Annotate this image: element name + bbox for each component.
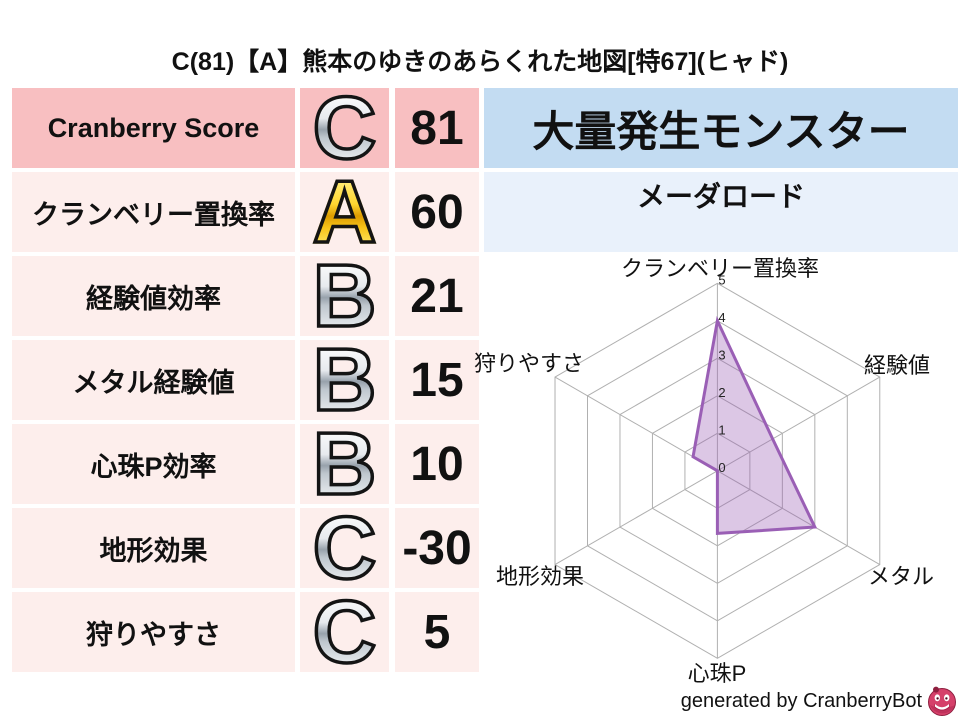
table-row: 心珠P効率 B 10 xyxy=(12,414,479,513)
row-value: 81 xyxy=(395,88,479,168)
score-table: Cranberry Score C 81 クランベリー置換率 A 60 経験値効… xyxy=(12,78,479,681)
tick-label: 2 xyxy=(718,385,725,400)
category-label: メタル xyxy=(868,564,934,589)
footer-credit: generated by CranberryBot xyxy=(681,684,958,718)
grade-letter: B xyxy=(311,414,378,513)
grade-badge-icon: C xyxy=(300,498,389,597)
grade-letter: C xyxy=(311,498,378,597)
row-value: 10 xyxy=(395,424,479,504)
table-row: メタル経験値 B 15 xyxy=(12,330,479,429)
category-label: クランベリー置換率 xyxy=(621,256,819,281)
cranberry-bot-icon xyxy=(928,686,956,716)
row-value: 5 xyxy=(395,592,479,672)
row-label: クランベリー置換率 xyxy=(12,172,295,252)
table-row: 経験値効率 B 21 xyxy=(12,246,479,345)
credit-text: generated by CranberryBot xyxy=(680,689,922,712)
tick-label: 5 xyxy=(718,272,725,287)
tick-label: 1 xyxy=(718,422,725,437)
row-label: 狩りやすさ xyxy=(12,592,295,672)
category-label: 狩りやすさ xyxy=(474,351,584,376)
radar-series-polygon xyxy=(691,315,818,536)
page-title: C(81)【A】熊本のゆきのあらくれた地図[特67](ヒャド) xyxy=(171,48,789,76)
axis-line xyxy=(554,470,718,565)
grade-letter: C xyxy=(311,78,378,177)
tick-label: 4 xyxy=(718,310,725,325)
grade-letter: C xyxy=(311,582,378,681)
grade-letter: B xyxy=(311,330,378,429)
row-label: Cranberry Score xyxy=(12,88,295,168)
monster-name: メーダロード xyxy=(484,172,958,252)
grade-badge-icon: B xyxy=(300,330,389,429)
grade-letter: A xyxy=(311,162,378,261)
grade-badge-icon: B xyxy=(300,414,389,513)
row-label: 心珠P効率 xyxy=(12,424,295,504)
category-label: 経験値 xyxy=(864,353,930,378)
grade-badge-icon: A xyxy=(300,162,389,261)
grade-badge-icon: B xyxy=(300,246,389,345)
table-row: クランベリー置換率 A 60 xyxy=(12,162,479,261)
axis-line xyxy=(717,470,881,565)
table-row: 地形効果 C -30 xyxy=(12,498,479,597)
monster-panel-header: 大量発生モンスター xyxy=(484,88,958,168)
row-label: 地形効果 xyxy=(12,508,295,588)
row-value: 21 xyxy=(395,256,479,336)
tick-label: 3 xyxy=(718,347,725,362)
tick-label: 0 xyxy=(718,460,725,475)
row-value: 15 xyxy=(395,340,479,420)
grade-letter: B xyxy=(311,246,378,345)
grade-badge-icon: C xyxy=(300,582,389,681)
category-label: 心珠P xyxy=(688,661,747,686)
axis-line xyxy=(554,376,718,472)
table-row: 狩りやすさ C 5 xyxy=(12,582,479,681)
row-label: メタル経験値 xyxy=(12,340,295,420)
category-label: 地形効果 xyxy=(496,564,584,589)
row-value: 60 xyxy=(395,172,479,252)
axis-line xyxy=(717,376,881,472)
grade-badge-icon: C xyxy=(300,78,389,177)
row-label: 経験値効率 xyxy=(12,256,295,336)
table-row: Cranberry Score C 81 xyxy=(12,78,479,177)
row-value: -30 xyxy=(395,508,479,588)
